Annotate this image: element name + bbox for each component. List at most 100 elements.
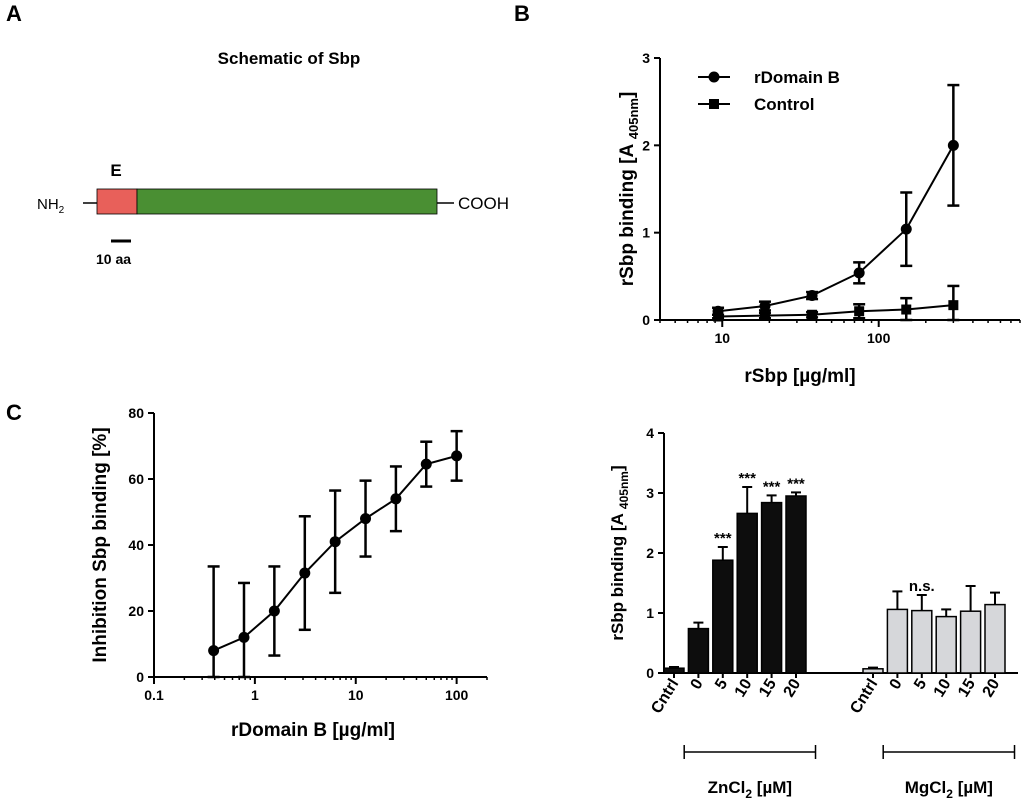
data-point-circle xyxy=(853,267,865,279)
x-tick-label: 15 xyxy=(955,676,979,700)
group-label: MgCl2 [µM] xyxy=(905,778,993,800)
y-tick-label: 4 xyxy=(646,425,654,441)
data-point-circle xyxy=(420,458,432,470)
data-point-circle xyxy=(329,536,341,548)
sbp-schematic: Schematic of Sbp E NH2 COOH 10 aa xyxy=(37,49,509,267)
significance-label: *** xyxy=(787,475,805,492)
y-tick-label: 3 xyxy=(642,50,650,66)
x-tick-label: 20 xyxy=(980,676,1004,700)
legend-label: rDomain B xyxy=(754,68,840,87)
data-point-square xyxy=(713,311,724,322)
y-tick-label: 60 xyxy=(128,471,144,487)
x-tick-label: 15 xyxy=(756,676,780,700)
y-axis-title-subscript: 405nm xyxy=(626,98,641,139)
y-axis-title-bracket: ] xyxy=(617,92,638,98)
y-tick-label: 3 xyxy=(646,485,654,501)
data-point-circle xyxy=(806,290,818,302)
data-point-circle xyxy=(299,567,311,579)
bar xyxy=(984,603,1006,674)
data-point-square xyxy=(901,304,912,315)
scale-bar-label: 10 aa xyxy=(96,251,131,267)
data-point-circle xyxy=(238,631,250,643)
x-axis-title: rDomain B [µg/ml] xyxy=(231,720,395,741)
bar xyxy=(687,627,710,674)
legend-label: Control xyxy=(754,95,814,114)
bar xyxy=(760,501,783,674)
y-tick-label: 20 xyxy=(128,603,144,619)
x-tick-label: 5 xyxy=(712,676,731,693)
y-tick-label: 0 xyxy=(136,669,144,685)
x-tick-label: 5 xyxy=(911,676,930,693)
data-point-square xyxy=(948,300,959,311)
group-label-subscript: 2 xyxy=(745,787,752,800)
n-terminus-subscript: 2 xyxy=(59,205,65,216)
data-point-square xyxy=(807,309,818,320)
y-axis-title: rSbp binding [A 405nm] xyxy=(617,92,641,287)
data-point-circle xyxy=(268,605,280,617)
x-tick-label: 0 xyxy=(887,676,906,693)
panel-label-a: A xyxy=(6,1,22,26)
x-tick-label: Cntrl xyxy=(648,676,682,717)
data-point-circle xyxy=(208,645,220,657)
data-point-circle xyxy=(360,513,372,525)
bar xyxy=(785,495,807,674)
y-tick-label: 80 xyxy=(128,405,144,421)
bar xyxy=(663,667,685,674)
y-axis-title: rSbp binding [A 405nm] xyxy=(608,465,631,640)
y-tick-label: 1 xyxy=(642,225,650,241)
series-line-1 xyxy=(718,304,954,318)
y-axis-title-subscript: 405nm xyxy=(617,471,631,509)
y-tick-label: 40 xyxy=(128,537,144,553)
data-point-circle xyxy=(759,300,771,312)
significance-label: *** xyxy=(763,478,781,495)
domain-e-block xyxy=(96,188,138,215)
c-terminus-label: COOH xyxy=(458,194,509,213)
y-tick-label: 0 xyxy=(642,312,650,328)
legend-marker-circle xyxy=(708,71,720,83)
y-tick-label: 0 xyxy=(646,665,654,681)
y-axis-title-text: rSbp binding [A xyxy=(617,139,638,286)
x-tick-label: 10 xyxy=(732,676,756,700)
significance-label: n.s. xyxy=(909,578,935,595)
x-tick-label: 10 xyxy=(714,330,730,346)
x-tick-label: 0 xyxy=(688,676,707,693)
panel-label-c: C xyxy=(6,400,22,425)
bar xyxy=(862,668,884,674)
legend-marker-square xyxy=(709,99,719,109)
x-tick-label: Cntrl xyxy=(847,676,881,717)
group-label-subscript: 2 xyxy=(946,787,953,800)
x-tick-label: 20 xyxy=(781,676,805,700)
data-point-circle xyxy=(451,450,463,462)
y-tick-label: 1 xyxy=(646,605,654,621)
data-point-circle xyxy=(900,223,912,235)
x-axis-title: rSbp [µg/ml] xyxy=(744,366,855,387)
chart-b-binding-curve: 0 1 2 3 10 100 rSbp [µg/ml] rSbp binding [A 405… xyxy=(617,50,1021,387)
bar xyxy=(911,609,933,674)
bar xyxy=(886,608,909,674)
y-tick-label: 2 xyxy=(646,545,654,561)
y-axis-title-text: rSbp binding [A xyxy=(608,509,627,641)
data-point-square xyxy=(854,306,865,317)
x-tick-label: 100 xyxy=(867,330,891,346)
schematic-title: Schematic of Sbp xyxy=(218,49,361,68)
group-label-text: MgCl xyxy=(905,778,947,797)
data-point-square xyxy=(759,310,770,321)
y-tick-label: 2 xyxy=(642,137,650,153)
bar xyxy=(712,559,734,674)
y-axis-title-bracket: ] xyxy=(608,465,627,471)
group-label-text: ZnCl xyxy=(708,778,746,797)
panel-label-b: B xyxy=(514,1,530,26)
significance-label: *** xyxy=(738,470,756,487)
x-tick-label: 0.1 xyxy=(144,687,164,703)
x-tick-label: 10 xyxy=(348,687,364,703)
bar xyxy=(935,615,957,674)
bar xyxy=(736,512,758,674)
sbp-body-block xyxy=(136,188,438,215)
data-point-circle xyxy=(947,139,959,151)
group-label-unit: [µM] xyxy=(752,778,792,797)
group-label-unit: [µM] xyxy=(953,778,993,797)
group-label: ZnCl2 [µM] xyxy=(708,778,792,800)
significance-label: *** xyxy=(714,530,732,547)
